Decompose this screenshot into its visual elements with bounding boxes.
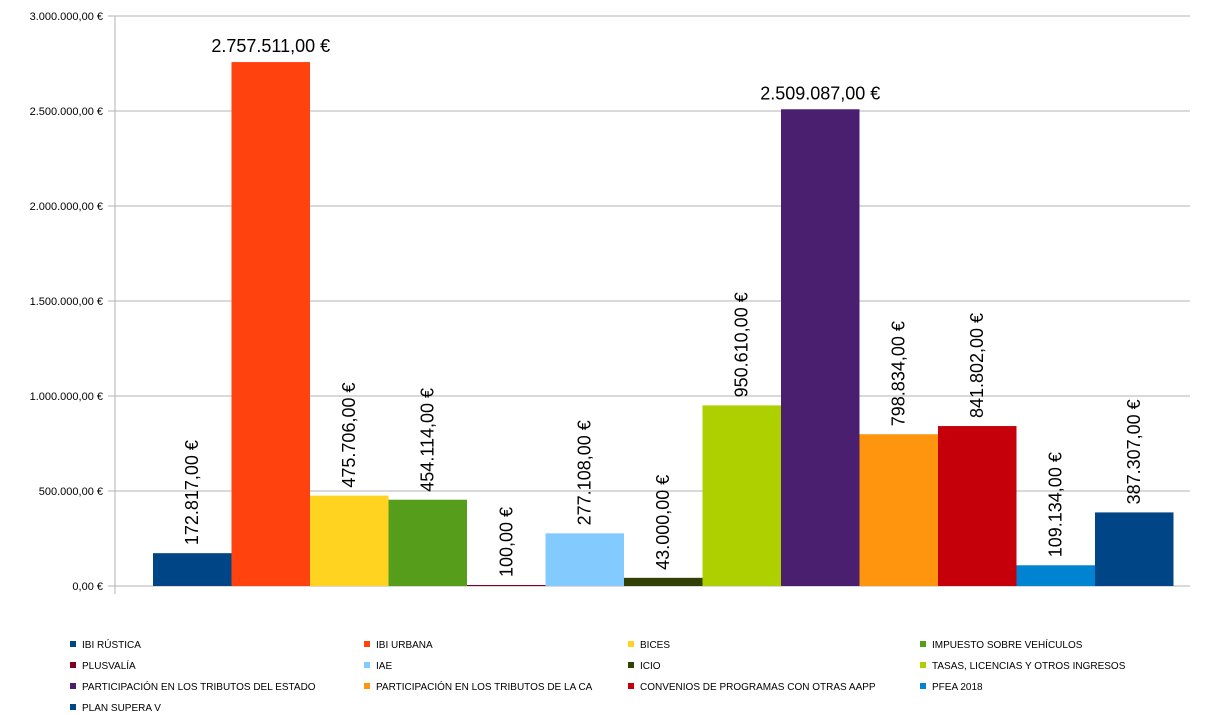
legend-label: IMPUESTO SOBRE VEHÍCULOS [932, 640, 1083, 651]
bar [467, 585, 546, 586]
bar [545, 533, 624, 586]
y-tick-label: 1.500.000,00 € [30, 296, 103, 308]
bar [859, 434, 938, 586]
data-label: 2.509.087,00 € [760, 83, 880, 103]
y-tick-label: 2.500.000,00 € [30, 106, 103, 118]
legend-label: CONVENIOS DE PROGRAMAS CON OTRAS AAPP [640, 682, 876, 693]
legend-swatch [364, 683, 370, 690]
legend-swatch [628, 683, 634, 690]
legend-label: IBI URBANA [376, 640, 433, 651]
data-label: 43.000,00 € [653, 475, 673, 570]
legend-label: PARTICIPACIÓN EN LOS TRIBUTOS DE LA CA [376, 682, 593, 693]
legend-item: ICIO [628, 661, 661, 673]
y-tick-label: 1.000.000,00 € [30, 391, 103, 403]
data-label: 109.134,00 € [1046, 452, 1066, 557]
legend-swatch [920, 683, 926, 690]
legend-swatch [628, 662, 634, 669]
legend-item: TASAS, LICENCIAS Y OTROS INGRESOS [920, 661, 1125, 673]
legend-swatch [920, 662, 926, 669]
legend-label: PARTICIPACIÓN EN LOS TRIBUTOS DEL ESTADO [82, 682, 316, 693]
y-tick-label: 3.000.000,00 € [30, 11, 103, 23]
legend-label: PLUSVALÍA [82, 661, 136, 672]
data-label: 100,00 € [496, 507, 516, 577]
legend-item: IAE [364, 661, 392, 673]
bar [938, 426, 1017, 586]
legend-label: IBI RÚSTICA [82, 640, 141, 651]
data-label: 387.307,00 € [1124, 399, 1144, 504]
bar [310, 495, 389, 586]
bar [1016, 565, 1095, 586]
legend-swatch [364, 662, 370, 669]
legend-swatch [920, 641, 926, 648]
legend-item: IBI RÚSTICA [70, 640, 141, 652]
legend-label: IAE [376, 661, 393, 672]
legend-label: PLAN SUPERA V [82, 703, 161, 714]
data-label: 277.108,00 € [575, 420, 595, 525]
legend-item: IMPUESTO SOBRE VEHÍCULOS [920, 640, 1082, 652]
legend-swatch [70, 641, 76, 648]
legend-item: PARTICIPACIÓN EN LOS TRIBUTOS DE LA CA [364, 682, 592, 694]
data-label: 2.757.511,00 € [211, 36, 330, 56]
legend-swatch [70, 704, 76, 711]
legend-label: TASAS, LICENCIAS Y OTROS INGRESOS [932, 661, 1126, 672]
legend-item: CONVENIOS DE PROGRAMAS CON OTRAS AAPP [628, 682, 876, 694]
bar [1095, 512, 1174, 586]
legend-label: BICES [640, 640, 671, 651]
data-label: 475.706,00 € [339, 383, 359, 488]
legend-swatch [70, 683, 76, 690]
legend-item: PFEA 2018 [920, 682, 983, 694]
legend-swatch [628, 641, 634, 648]
legend-label: PFEA 2018 [932, 682, 983, 693]
bar [231, 62, 310, 586]
legend-label: ICIO [640, 661, 661, 672]
data-label: 454.114,00 € [418, 388, 438, 492]
data-label: 172.817,00 € [182, 440, 202, 545]
data-label: 841.802,00 € [967, 313, 987, 418]
data-label: 798.834,00 € [889, 321, 909, 426]
bar [388, 499, 467, 586]
y-tick-label: 500.000,00 € [39, 486, 103, 498]
legend-item: PARTICIPACIÓN EN LOS TRIBUTOS DEL ESTADO [70, 682, 316, 694]
legend-item: IBI URBANA [364, 640, 433, 652]
legend-item: PLAN SUPERA V [70, 703, 161, 715]
legend-item: BICES [628, 640, 670, 652]
data-label: 950.610,00 € [732, 292, 752, 397]
bar [624, 577, 703, 586]
bar [702, 405, 781, 586]
legend-swatch [70, 662, 76, 669]
legend-item: PLUSVALÍA [70, 661, 136, 673]
bar [153, 553, 232, 586]
y-tick-label: 2.000.000,00 € [30, 201, 103, 213]
bar-chart: 0,00 € 500.000,00 € 1.000.000,00 € 1.500.00… [30, 11, 1190, 594]
y-tick-label: 0,00 € [72, 581, 103, 593]
bar [781, 109, 860, 586]
legend-swatch [364, 641, 370, 648]
